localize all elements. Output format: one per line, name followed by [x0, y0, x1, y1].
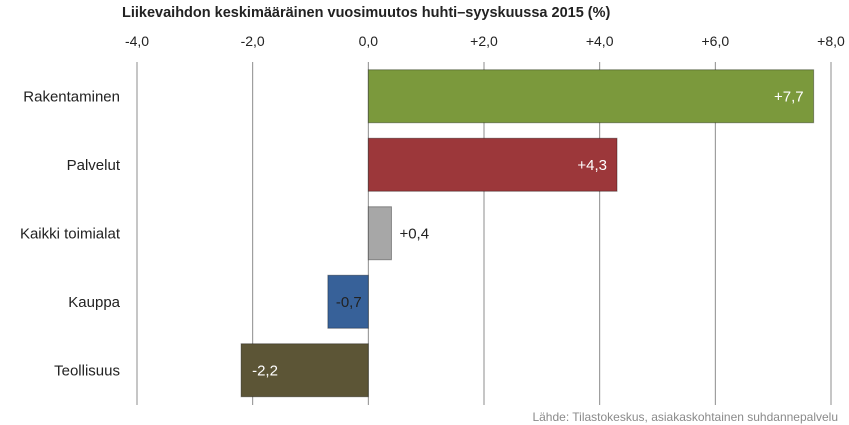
source-note: Lähde: Tilastokeskus, asiakaskohtainen s…: [532, 410, 838, 424]
bars: [240, 69, 815, 398]
x-tick-label: -2,0: [241, 33, 265, 49]
value-label: +7,7: [774, 88, 804, 105]
bar: [367, 69, 815, 124]
x-axis-ticks: -4,0 -2,0 0,0 +2,0 +4,0 +6,0 +8,0: [125, 33, 845, 49]
x-tick-label: -4,0: [125, 33, 149, 49]
value-label: -0,7: [336, 294, 362, 311]
value-label: +4,3: [577, 157, 607, 174]
category-label: Rakentaminen: [23, 88, 120, 105]
bar: [327, 274, 369, 329]
value-label: +0,4: [399, 225, 429, 242]
category-label: Kaikki toimialat: [20, 225, 121, 242]
x-tick-label: +2,0: [470, 33, 498, 49]
x-tick-label: +6,0: [702, 33, 730, 49]
bar: [367, 206, 392, 261]
value-labels: +7,7 +4,3 +0,4 -0,7 -2,2: [252, 88, 804, 379]
x-tick-label: 0,0: [359, 33, 379, 49]
chart-title: Liikevaihdon keskimääräinen vuosimuutos …: [122, 5, 611, 21]
bar: [367, 137, 618, 192]
category-label: Teollisuus: [54, 362, 120, 379]
category-label: Kauppa: [68, 294, 120, 311]
bar: [240, 343, 369, 398]
category-labels: Rakentaminen Palvelut Kaikki toimialat Kaup…: [20, 88, 121, 379]
x-tick-label: +4,0: [586, 33, 614, 49]
x-tick-label: +8,0: [817, 33, 845, 49]
category-label: Palvelut: [67, 157, 121, 174]
value-label: -2,2: [252, 362, 278, 379]
